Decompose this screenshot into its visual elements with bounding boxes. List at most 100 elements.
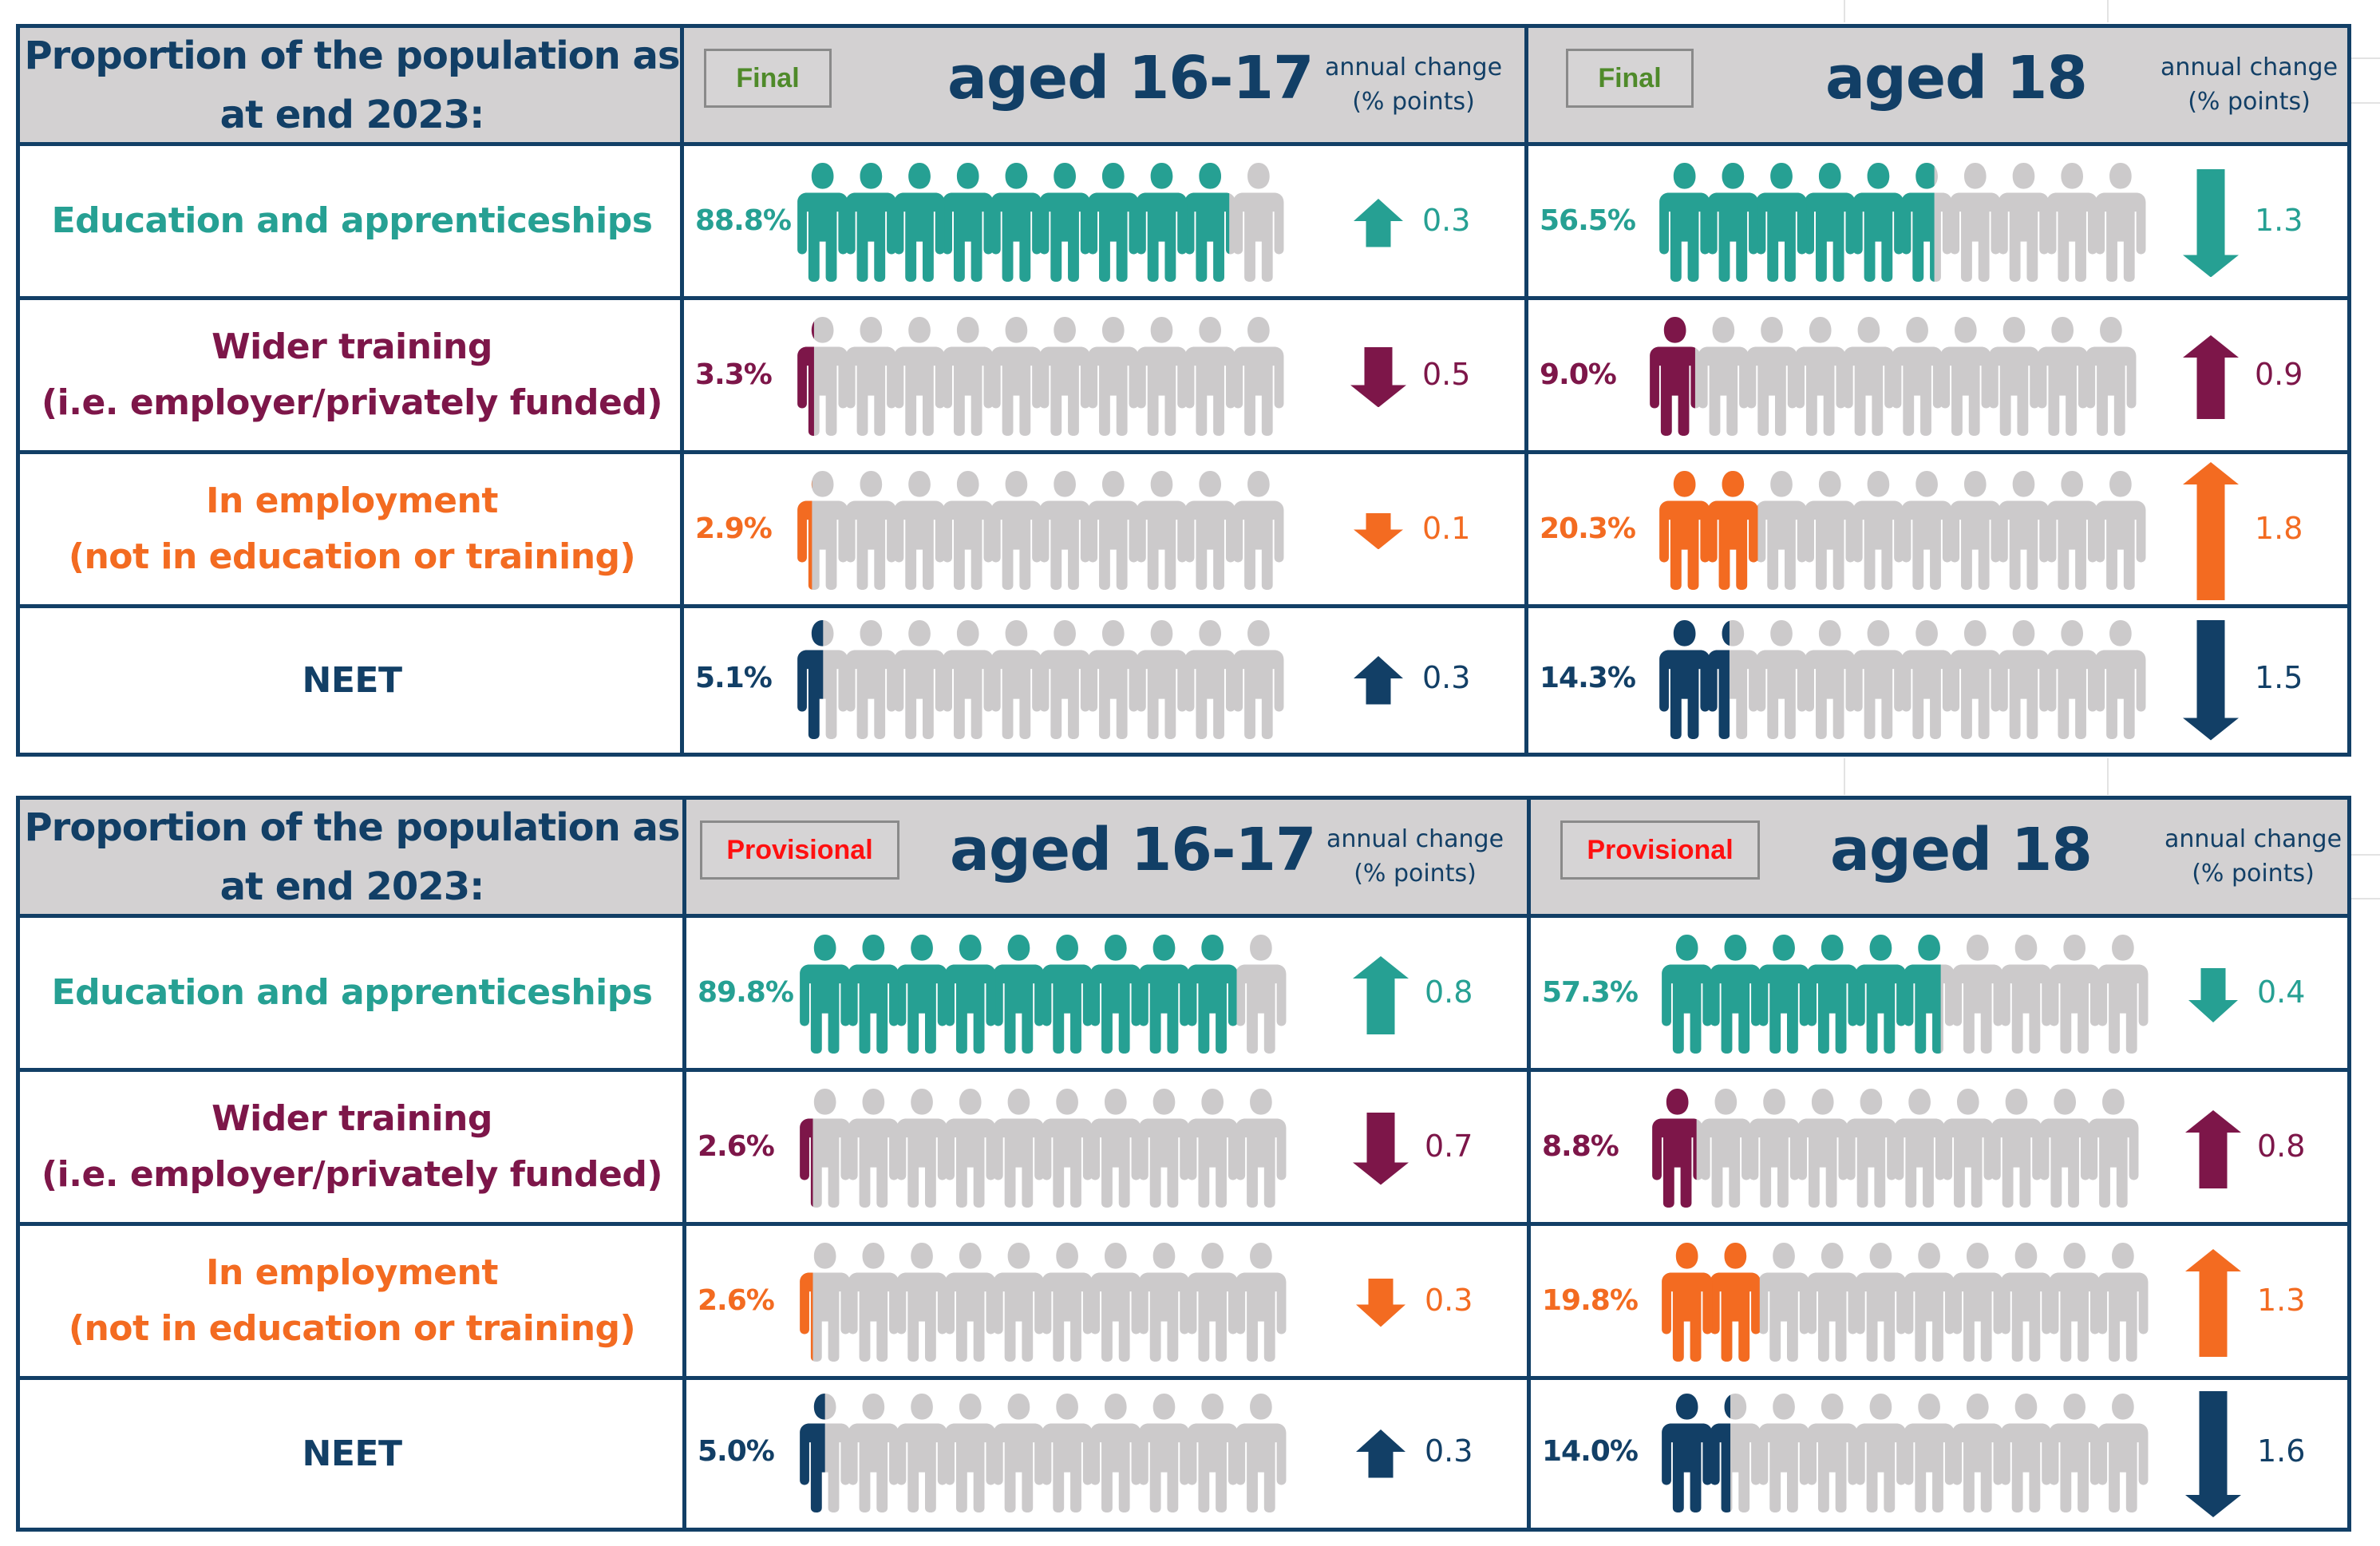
person-icon (1187, 1088, 1238, 1208)
person-icon (1042, 1393, 1093, 1512)
pictogram (1659, 619, 2146, 739)
person-icon-filled (1659, 162, 1710, 282)
person-icon (1952, 1393, 2003, 1512)
group-title-18: aged 18 (1830, 816, 2093, 884)
person-icon (896, 1242, 947, 1362)
person-icon (1940, 316, 1991, 436)
category-label: NEET (20, 608, 684, 753)
pictogram (800, 1393, 1287, 1512)
pictogram (1662, 934, 2149, 1054)
person-icon (1138, 1242, 1190, 1362)
person-icon (1039, 316, 1090, 436)
person-icon-filled (894, 162, 945, 282)
status-badge-provisional: Provisional (700, 820, 899, 880)
person-icon-filled (1136, 162, 1188, 282)
person-icon (943, 619, 994, 739)
person-icon (1042, 1088, 1093, 1208)
annual-change-value: 0.9 (2255, 356, 2303, 392)
person-icon (1698, 316, 1749, 436)
person-icon (1952, 934, 2003, 1054)
person-icon-filled (1650, 316, 1695, 436)
person-icon (1843, 316, 1895, 436)
person-icon (1998, 470, 2050, 590)
person-icon (1042, 1242, 1093, 1362)
person-icon-filled (943, 162, 994, 282)
sheet-gridline (2351, 57, 2380, 59)
proportion-value: 9.0% (1540, 358, 1617, 391)
person-icon-filled (1805, 162, 1856, 282)
person-icon (1950, 470, 2001, 590)
table-row-wider-training: Wider training (i.e. employer/privately f… (20, 1072, 2347, 1226)
sheet-gridline (1844, 0, 1845, 22)
pictogram-filled (1659, 470, 1758, 590)
person-icon (1184, 316, 1235, 436)
person-icon (1998, 162, 2050, 282)
person-icon (993, 1088, 1045, 1208)
category-label: Wider training (i.e. employer/privately f… (20, 1072, 684, 1222)
status-badge-final: Final (1566, 49, 1694, 108)
person-icon (896, 1088, 947, 1208)
person-icon (2039, 1088, 2090, 1208)
person-icon (1700, 1088, 1751, 1208)
arrow-up-icon (1354, 199, 1403, 247)
pictogram-filled (1652, 1088, 1697, 1208)
person-icon (2000, 1242, 2052, 1362)
person-icon (2000, 934, 2052, 1054)
person-icon (848, 1088, 899, 1208)
person-icon-filled (1662, 934, 1713, 1054)
annual-change-value: 1.3 (2257, 1282, 2306, 1318)
person-icon (1184, 619, 1235, 739)
person-icon-filled (800, 1272, 813, 1361)
annual-change-header: annual change (% points) (2164, 825, 2342, 888)
person-icon-filled (896, 934, 947, 1054)
category-label: In employment (not in education or traini… (20, 454, 684, 604)
person-icon (1852, 619, 1904, 739)
proportion-value: 2.9% (695, 512, 773, 545)
person-icon-filled (1184, 162, 1230, 282)
person-icon (1233, 162, 1284, 282)
arrow-up-icon (2185, 1248, 2241, 1358)
proportion-value: 2.6% (698, 1129, 775, 1163)
pictogram (1650, 316, 2137, 436)
person-icon-filled (1088, 162, 1139, 282)
person-icon (2095, 470, 2146, 590)
person-icon (2088, 1088, 2139, 1208)
annual-change-value: 0.7 (1425, 1128, 1473, 1164)
person-icon-filled (1855, 934, 1907, 1054)
proportion-value: 14.3% (1540, 661, 1636, 694)
person-icon (1749, 1088, 1800, 1208)
pictogram-filled (800, 934, 1237, 1054)
category-name: Education and apprenticeships (51, 972, 653, 1013)
annual-change-value: 1.6 (2257, 1433, 2306, 1469)
person-icon (1894, 1088, 1945, 1208)
column-divider (682, 800, 686, 1528)
proportion-value: 88.8% (695, 204, 792, 237)
person-icon (990, 619, 1042, 739)
arrow-up-icon (1354, 656, 1403, 705)
sheet-gridline (2351, 898, 2380, 900)
person-icon (943, 316, 994, 436)
annual-change-value: 0.3 (1422, 202, 1471, 238)
person-icon (1088, 316, 1139, 436)
pictogram (797, 316, 1284, 436)
person-icon-filled (1758, 934, 1809, 1054)
proportion-value: 57.3% (1542, 975, 1639, 1009)
person-icon (894, 470, 945, 590)
person-icon (894, 316, 945, 436)
person-icon-filled (1807, 934, 1858, 1054)
person-icon-filled (1662, 1242, 1713, 1362)
status-badge-provisional: Provisional (1560, 820, 1760, 880)
person-icon-filled (845, 162, 896, 282)
person-icon (896, 1393, 947, 1512)
person-icon (990, 470, 1042, 590)
pictogram-filled (1659, 619, 1730, 739)
annual-change-value: 1.8 (2255, 510, 2303, 546)
person-icon (1090, 1393, 1141, 1512)
annual-change-value: 0.4 (2257, 974, 2306, 1010)
table-header: Proportion of the population as at end 20… (20, 800, 2347, 918)
person-icon (894, 619, 945, 739)
person-icon (2097, 934, 2149, 1054)
annual-change-value: 0.5 (1422, 356, 1471, 392)
table-title: Proportion of the population as at end 20… (20, 28, 684, 142)
person-icon (1138, 1088, 1190, 1208)
